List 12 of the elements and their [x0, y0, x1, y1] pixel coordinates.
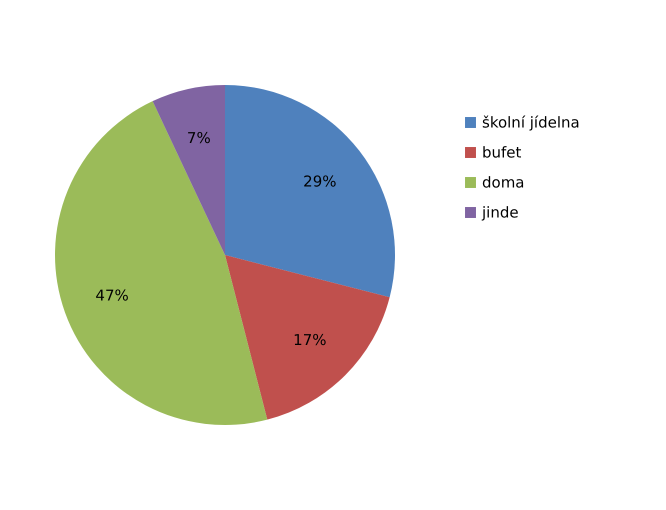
pie-slice — [225, 85, 395, 298]
legend-label: doma — [482, 174, 525, 192]
legend-label: bufet — [482, 144, 522, 162]
data-label: 17% — [293, 330, 327, 349]
data-label: 29% — [303, 172, 336, 190]
data-label: 7% — [186, 128, 211, 147]
pie-slice — [55, 101, 268, 425]
pie-slice — [152, 85, 225, 255]
data-label: 47% — [95, 286, 129, 305]
legend-label: jinde — [481, 204, 519, 222]
pie-slice — [225, 255, 390, 420]
legend-label: školní jídelna — [482, 114, 580, 132]
